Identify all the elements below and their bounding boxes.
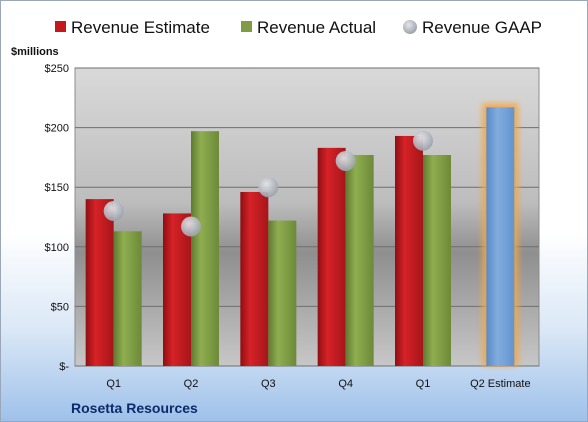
legend-item-estimate: Revenue Estimate: [55, 18, 210, 37]
estimate-bar-1: [163, 213, 191, 366]
grid-lines: [75, 67, 539, 367]
y-tick-label-150: $150: [45, 182, 69, 194]
x-tick-label-2: Q3: [261, 378, 276, 390]
gaap-marker-4: [413, 130, 433, 151]
y-tick-label-0: $-: [59, 361, 69, 373]
bars: [85, 103, 519, 366]
x-tick-label-3: Q4: [338, 378, 353, 390]
x-axis-ticks: Q1 Q2 Q3 Q4 Q1 Q2 Estimate: [106, 378, 530, 390]
legend-swatch-actual: [241, 21, 252, 32]
legend: Revenue Estimate Revenue Actual Revenue …: [55, 18, 542, 37]
actual-bar-2: [268, 220, 297, 366]
x-tick-label-0: Q1: [106, 378, 121, 390]
legend-label-actual: Revenue Actual: [257, 18, 376, 37]
legend-item-actual: Revenue Actual: [241, 18, 376, 37]
x-tick-label-5: Q2 Estimate: [470, 378, 531, 390]
legend-swatch-estimate: [55, 21, 66, 32]
actual-bar-4: [423, 155, 451, 366]
y-axis-unit-label: $millions: [11, 46, 59, 58]
actual-bar-0: [113, 231, 142, 366]
company-name: Rosetta Resources: [71, 400, 198, 416]
actual-bar-1: [191, 131, 219, 366]
estimate-bar-3: [317, 147, 346, 366]
q2-estimate-bar: [486, 107, 515, 366]
x-tick-label-4: Q1: [416, 378, 431, 390]
estimate-bar-4: [395, 135, 423, 366]
legend-label-gaap: Revenue GAAP: [422, 18, 542, 37]
gaap-marker-1: [181, 216, 201, 237]
legend-label-estimate: Revenue Estimate: [71, 18, 210, 37]
y-tick-label-50: $50: [51, 301, 69, 313]
y-axis-ticks: $- $50 $100 $150 $200 $250: [45, 63, 70, 373]
legend-item-gaap: Revenue GAAP: [403, 18, 542, 37]
estimate-bar-0: [85, 199, 114, 366]
gaap-marker-3: [335, 150, 356, 171]
x-tick-label-1: Q2: [184, 378, 199, 390]
y-tick-label-200: $200: [45, 123, 69, 135]
y-tick-label-100: $100: [45, 242, 69, 254]
legend-swatch-gaap: [403, 20, 417, 34]
y-tick-label-250: $250: [45, 63, 69, 75]
plot-area: [74, 67, 540, 367]
actual-bar-3: [345, 155, 374, 366]
gaap-marker-0: [103, 201, 124, 222]
estimate-bar-2: [240, 191, 269, 366]
gaap-marker-2: [258, 177, 279, 198]
gaap-markers: [103, 130, 433, 237]
